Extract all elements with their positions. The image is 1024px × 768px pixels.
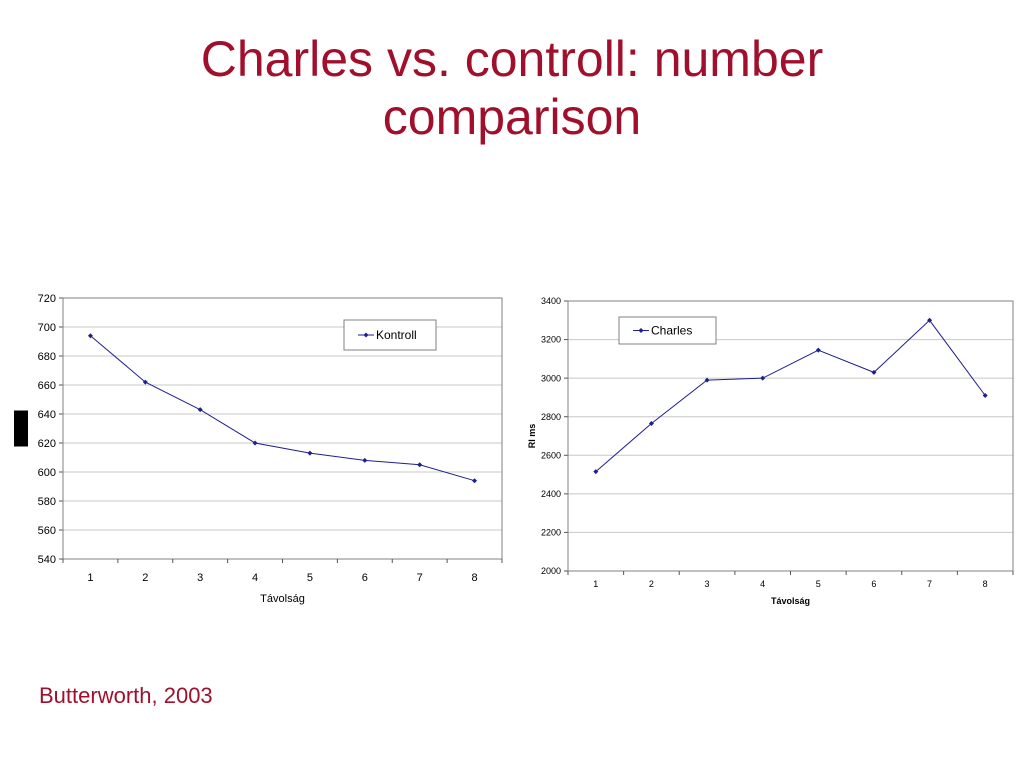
slide-title-line-1: Charles vs. controll: number — [200, 31, 824, 87]
y-tick-label: 720 — [38, 293, 56, 305]
data-point — [927, 317, 933, 323]
series-line — [595, 319, 986, 473]
data-point — [472, 478, 478, 484]
x-tick-label: 5 — [307, 572, 313, 584]
slide-title-line-2: comparison — [382, 89, 642, 145]
y-tick-label: 620 — [38, 438, 56, 450]
data-point — [760, 375, 766, 381]
x-axis-label: Távolság — [260, 593, 305, 605]
y-tick-label: 560 — [38, 525, 56, 537]
x-tick-label: 4 — [252, 572, 258, 584]
series-line — [90, 335, 475, 482]
data-point — [593, 469, 599, 475]
x-tick-label: 8 — [983, 579, 988, 589]
data-point — [871, 369, 877, 375]
legend-label: Charles — [651, 324, 692, 338]
legend-marker — [363, 332, 369, 338]
data-point — [704, 377, 710, 383]
y-tick-label: 680 — [38, 351, 56, 363]
x-tick-label: 2 — [649, 579, 654, 589]
x-tick-label: 6 — [362, 572, 368, 584]
y-tick-label: 2200 — [541, 528, 561, 538]
x-tick-label: 1 — [87, 572, 93, 584]
data-point — [142, 379, 148, 385]
data-point — [197, 407, 203, 413]
y-axis-label: RI ms — [527, 424, 537, 449]
data-point — [87, 333, 93, 339]
legend-marker — [638, 328, 644, 333]
y-tick-label: 2600 — [541, 450, 561, 460]
y-tick-label: 600 — [38, 467, 56, 479]
y-tick-label: 700 — [38, 322, 56, 334]
x-axis-label: Távolság — [771, 596, 810, 606]
kontroll-line-chart: 540 560 580 600 620 640 660 680 700 720 1 2 3 4 5 6 7 8 Tá… — [14, 293, 503, 605]
x-tick-label: 7 — [417, 572, 423, 584]
x-tick-label: 7 — [927, 579, 932, 589]
data-point — [982, 393, 988, 398]
x-tick-label: 5 — [816, 579, 821, 589]
charles-line-chart: 2000 2200 2400 2600 2800 3000 3200 3400 1 2 3 4 5 6 7 8… — [527, 296, 1014, 606]
y-tick-label: 3000 — [541, 373, 561, 383]
data-point — [417, 462, 423, 468]
y-tick-label: 2400 — [541, 489, 561, 499]
y-tick-label: 3200 — [541, 335, 561, 345]
x-tick-label: 8 — [472, 572, 478, 584]
x-tick-label: 6 — [871, 579, 876, 589]
legend-label: Kontroll — [376, 328, 417, 342]
data-point — [648, 420, 654, 426]
y-tick-label: 580 — [38, 496, 56, 508]
citation: Butterworth, 2003 — [39, 683, 213, 708]
slide-title: Charles vs. controll: number comparison — [0, 30, 1024, 146]
y-tick-label: 640 — [38, 409, 56, 421]
y-axis-label-box — [14, 410, 28, 447]
x-tick-label: 3 — [197, 572, 203, 584]
x-tick-label: 3 — [705, 579, 710, 589]
x-tick-label: 4 — [760, 579, 765, 589]
x-tick-label: 2 — [142, 572, 148, 584]
data-point — [307, 450, 313, 456]
y-tick-label: 2800 — [541, 412, 561, 422]
y-axis-label: RI ms — [16, 414, 28, 443]
y-tick-label: 660 — [38, 380, 56, 392]
data-point — [362, 457, 368, 463]
x-tick-label: 1 — [593, 579, 598, 589]
y-tick-label: 2000 — [541, 566, 561, 576]
data-point — [252, 440, 258, 446]
y-tick-label: 3400 — [541, 296, 561, 306]
y-tick-label: 540 — [38, 554, 56, 566]
data-point — [815, 347, 821, 353]
